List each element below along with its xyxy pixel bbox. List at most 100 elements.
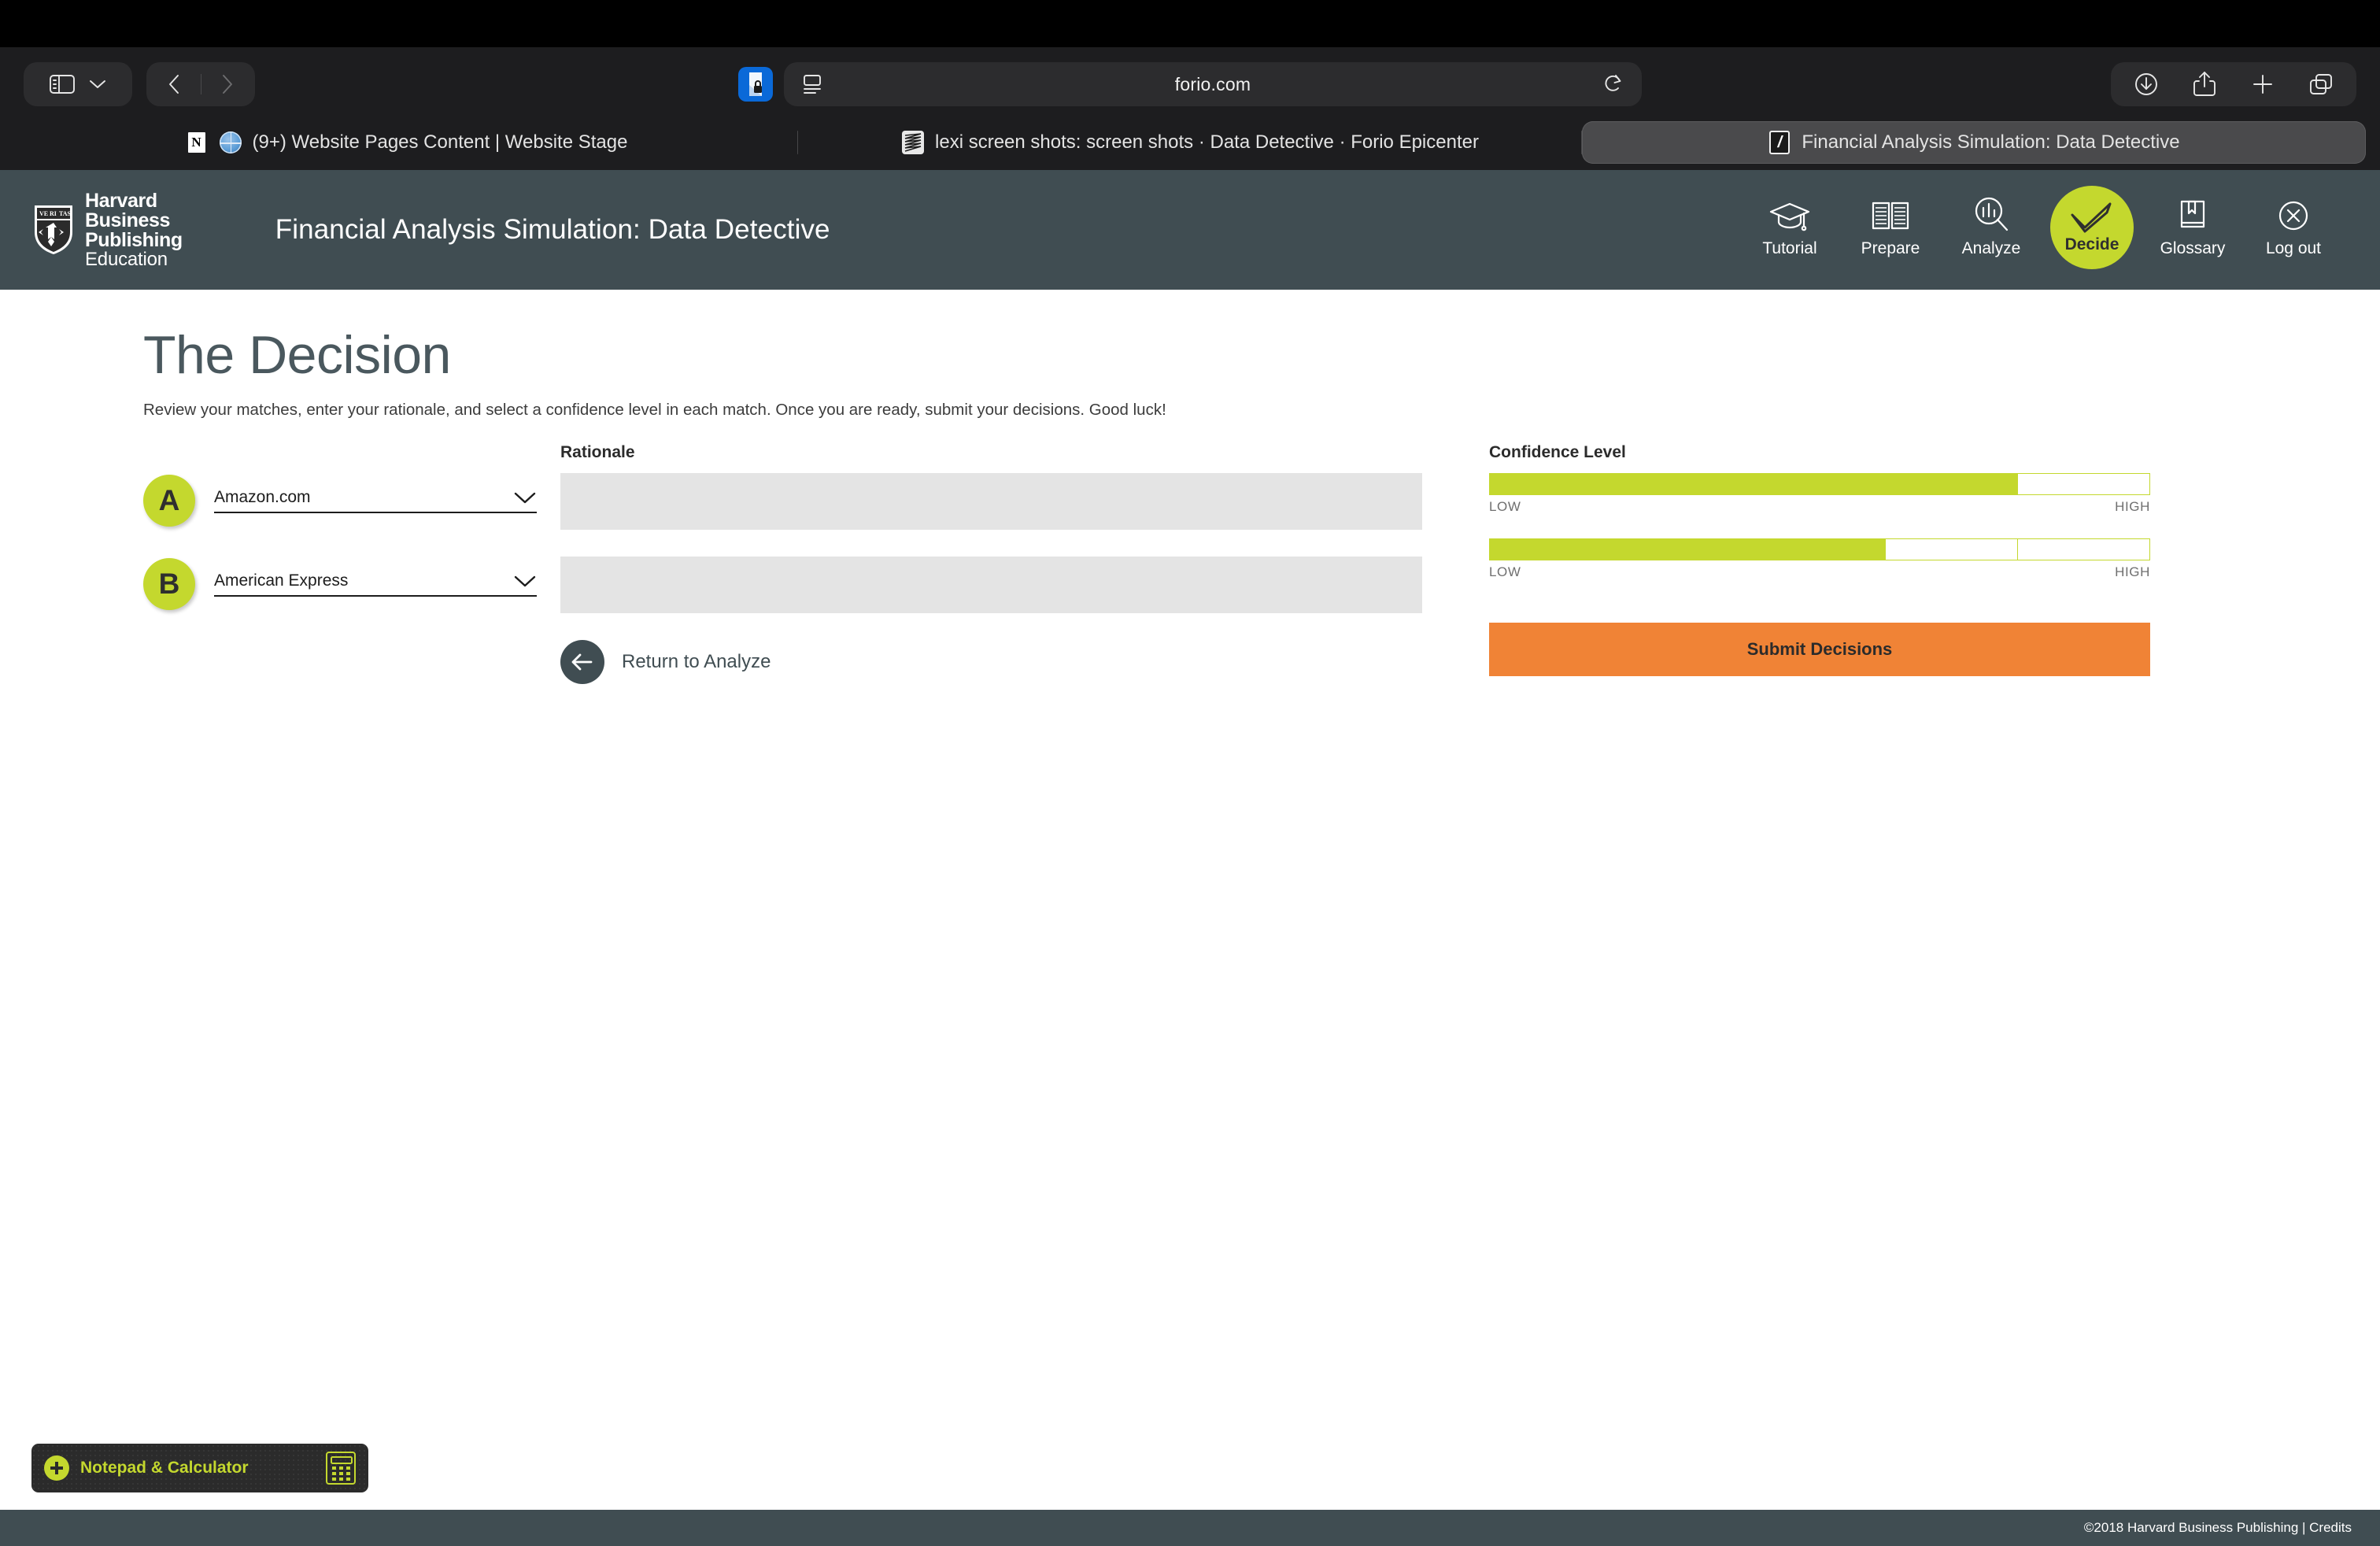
- share-icon[interactable]: [2175, 70, 2234, 98]
- confidence-segment[interactable]: [1490, 539, 1622, 560]
- privacy-shield-badge[interactable]: [738, 67, 773, 102]
- nav-label: Analyze: [1961, 239, 2021, 257]
- back-button[interactable]: [150, 73, 201, 95]
- nav-item-logout[interactable]: Log out: [2243, 190, 2344, 258]
- return-to-analyze-label: Return to Analyze: [622, 651, 771, 673]
- confidence-scale-labels: LOW HIGH: [1489, 564, 2150, 580]
- match-badge: B: [143, 558, 195, 611]
- page-title: The Decision: [143, 325, 451, 385]
- confidence-segment[interactable]: [2018, 474, 2149, 494]
- forio-icon: /: [1768, 131, 1791, 154]
- browser-tab[interactable]: N (9+) Website Pages Content | Website S…: [14, 121, 798, 164]
- url-text[interactable]: forio.com: [1174, 73, 1251, 94]
- nav-label: Tutorial: [1762, 239, 1817, 257]
- close-circle-icon: [2276, 195, 2311, 233]
- window-title-bar: [0, 0, 2380, 47]
- match-badge: A: [143, 475, 195, 527]
- browser-toolbar: forio.com: [0, 47, 2380, 121]
- svg-text:RI: RI: [50, 210, 57, 217]
- footer-copyright[interactable]: ©2018 Harvard Business Publishing | Cred…: [2083, 1520, 2352, 1535]
- toolbar-right-buttons: [2111, 62, 2356, 106]
- confidence-block-b: LOW HIGH: [1489, 538, 2166, 580]
- downloads-icon[interactable]: [2117, 71, 2175, 98]
- matches-column: A Amazon.com B American Express: [143, 443, 560, 640]
- confidence-column: Confidence Level LOW HIGH: [1489, 443, 2166, 677]
- tab-strip: N (9+) Website Pages Content | Website S…: [0, 121, 2380, 170]
- nav-label: Decide: [2064, 235, 2119, 253]
- nav-item-tutorial[interactable]: Tutorial: [1739, 190, 1840, 258]
- graduation-cap-icon: [1768, 195, 1812, 233]
- company-select-value: American Express: [214, 571, 349, 590]
- app-header: VE RI TAS Harvard Business Publishing Educ…: [0, 170, 2380, 290]
- nav-label: Log out: [2265, 239, 2322, 257]
- nav-label: Prepare: [1861, 239, 1920, 257]
- submit-decisions-button[interactable]: Submit Decisions: [1489, 623, 2150, 677]
- confidence-high-label: HIGH: [2115, 499, 2150, 515]
- confidence-block-a: LOW HIGH: [1489, 473, 2166, 515]
- confidence-segment[interactable]: [1490, 474, 1622, 495]
- arrow-left-icon: [560, 640, 604, 685]
- nav-item-glossary[interactable]: Glossary: [2142, 190, 2243, 258]
- company-select-b[interactable]: American Express: [214, 571, 537, 597]
- navigation-buttons: [146, 62, 255, 106]
- tab-title: Financial Analysis Simulation: Data Dete…: [1802, 131, 2180, 153]
- globe-icon: [219, 131, 242, 154]
- confidence-segment[interactable]: [1621, 474, 1754, 495]
- hbp-logo[interactable]: VE RI TAS Harvard Business Publishing Educ…: [33, 190, 183, 270]
- svg-text:TAS: TAS: [59, 210, 72, 217]
- logo-line-4: Education: [85, 248, 168, 270]
- nav-item-prepare[interactable]: Prepare: [1840, 190, 1941, 258]
- open-book-icon: [1871, 195, 1910, 233]
- rationale-input-b[interactable]: [560, 557, 1422, 614]
- chevron-down-icon[interactable]: [88, 78, 107, 91]
- magnifier-chart-icon: [1972, 195, 2011, 233]
- confidence-segment[interactable]: [2018, 539, 2149, 560]
- address-bar[interactable]: forio.com: [784, 62, 1642, 106]
- company-select-value: Amazon.com: [214, 488, 311, 507]
- notepad-label: Notepad & Calculator: [80, 1459, 249, 1477]
- tab-title: (9+) Website Pages Content | Website Sta…: [252, 131, 628, 153]
- confidence-segment[interactable]: [1886, 539, 2019, 560]
- lexi-icon: [901, 131, 925, 154]
- plus-circle-icon: [44, 1455, 69, 1481]
- nav-item-decide[interactable]: Decide: [2050, 186, 2134, 269]
- sidebar-toggle-group[interactable]: [24, 62, 132, 106]
- decision-grid: A Amazon.com B American Express: [143, 443, 2380, 685]
- confidence-segment[interactable]: [1754, 474, 1887, 495]
- confidence-low-label: LOW: [1489, 564, 1521, 580]
- reload-icon[interactable]: [1602, 72, 1624, 96]
- confidence-slider-a[interactable]: [1489, 473, 2150, 496]
- sidebar-icon[interactable]: [49, 73, 76, 95]
- svg-text:VE: VE: [39, 210, 48, 217]
- return-to-analyze-button[interactable]: Return to Analyze: [560, 640, 771, 685]
- app-footer: ©2018 Harvard Business Publishing | Cred…: [0, 1510, 2380, 1546]
- browser-tab-active[interactable]: / Financial Analysis Simulation: Data De…: [1582, 121, 2366, 164]
- confidence-segment[interactable]: [1621, 539, 1754, 560]
- page-subtitle: Review your matches, enter your rational…: [143, 401, 1166, 420]
- confidence-low-label: LOW: [1489, 499, 1521, 515]
- application-window: VE RI TAS Harvard Business Publishing Educ…: [0, 170, 2380, 1546]
- confidence-slider-b[interactable]: [1489, 538, 2150, 561]
- confidence-column-header: Confidence Level: [1489, 443, 1626, 462]
- reader-view-icon[interactable]: [801, 72, 823, 96]
- rationale-column: Rationale Return to Analyze: [560, 443, 1489, 685]
- logo-line-2: Business: [85, 209, 170, 231]
- chevron-down-icon: [513, 575, 537, 588]
- forward-button[interactable]: [201, 73, 253, 95]
- checkmark-icon: [2069, 201, 2115, 234]
- company-select-a[interactable]: Amazon.com: [214, 488, 537, 514]
- browser-chrome: forio.com: [0, 0, 2380, 170]
- app-navigation: Tutorial: [1739, 186, 2344, 269]
- nav-item-analyze[interactable]: Analyze: [1941, 190, 2042, 258]
- confidence-segment[interactable]: [1754, 539, 1887, 560]
- confidence-segment[interactable]: [1886, 474, 2019, 495]
- tab-overview-icon[interactable]: [2292, 72, 2350, 97]
- page-content: The Decision Review your matches, enter …: [0, 290, 2380, 685]
- new-tab-icon[interactable]: [2234, 72, 2292, 97]
- bookmark-book-icon: [2175, 195, 2210, 233]
- browser-tab[interactable]: lexi screen shots: screen shots · Data D…: [798, 121, 1582, 164]
- harvard-shield-icon: VE RI TAS: [33, 204, 74, 256]
- notepad-calculator-widget[interactable]: Notepad & Calculator: [31, 1444, 368, 1492]
- rationale-input-a[interactable]: [560, 473, 1422, 531]
- confidence-scale-labels: LOW HIGH: [1489, 499, 2150, 515]
